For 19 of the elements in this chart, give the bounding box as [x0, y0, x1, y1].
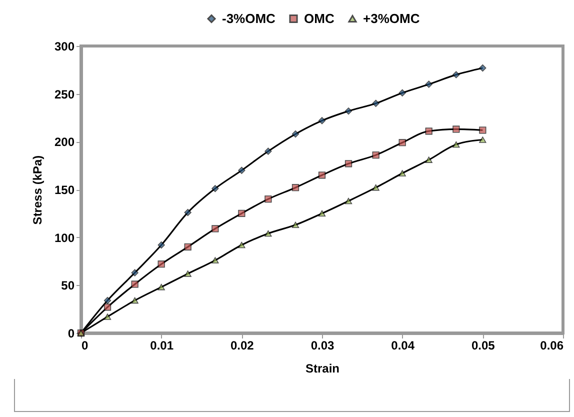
y-tick-label: 250	[54, 87, 75, 102]
x-tick-label: 0	[82, 338, 88, 352]
x-tick-label: 0.01	[150, 338, 174, 352]
x-axis-title: Strain	[305, 362, 340, 376]
y-tick-label: 150	[54, 183, 75, 197]
x-tick-label: 0.03	[310, 338, 334, 352]
y-tick-label: 50	[61, 278, 75, 293]
y-tick-label: 100	[54, 230, 75, 245]
legend-label: +3%OMC	[363, 10, 420, 26]
legend-label: -3%OMC	[222, 10, 276, 26]
y-tick-label: 300	[54, 40, 75, 54]
x-tick-label: 0.02	[230, 338, 254, 352]
y-tick-label: 200	[54, 135, 75, 150]
legend-label: OMC	[304, 10, 335, 26]
x-tick-label: 0.05	[471, 338, 496, 352]
x-tick-label: 0.04	[391, 338, 415, 352]
y-tick-label: 0	[68, 326, 75, 340]
x-tick-label: 0.06	[540, 338, 564, 352]
y-axis-title: Stress (kPa)	[30, 155, 44, 225]
